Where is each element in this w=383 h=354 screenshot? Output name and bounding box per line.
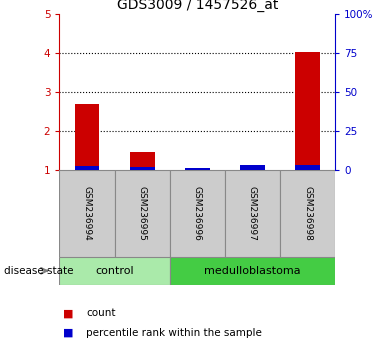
Bar xyxy=(295,52,320,170)
Title: GDS3009 / 1457526_at: GDS3009 / 1457526_at xyxy=(116,0,278,12)
Text: GSM236994: GSM236994 xyxy=(82,186,92,241)
Text: GSM236998: GSM236998 xyxy=(303,186,312,241)
Text: ■: ■ xyxy=(63,308,74,318)
Bar xyxy=(240,165,265,170)
Bar xyxy=(280,170,335,257)
Bar xyxy=(59,170,115,257)
Bar xyxy=(225,170,280,257)
Text: percentile rank within the sample: percentile rank within the sample xyxy=(86,328,262,338)
Bar xyxy=(130,167,154,170)
Bar xyxy=(170,257,335,285)
Bar xyxy=(295,165,320,170)
Bar xyxy=(75,166,99,170)
Text: medulloblastoma: medulloblastoma xyxy=(204,266,301,276)
Bar xyxy=(115,170,170,257)
Text: GSM236996: GSM236996 xyxy=(193,186,202,241)
Text: count: count xyxy=(86,308,116,318)
Text: GSM236995: GSM236995 xyxy=(137,186,147,241)
Text: GSM236997: GSM236997 xyxy=(248,186,257,241)
Bar xyxy=(185,167,210,170)
Text: ■: ■ xyxy=(63,328,74,338)
Bar xyxy=(130,152,154,170)
Bar xyxy=(170,170,225,257)
Bar xyxy=(185,168,210,170)
Bar xyxy=(59,257,170,285)
Bar xyxy=(75,104,99,170)
Text: control: control xyxy=(95,266,134,276)
Bar xyxy=(240,165,265,170)
Text: disease state: disease state xyxy=(4,266,73,276)
